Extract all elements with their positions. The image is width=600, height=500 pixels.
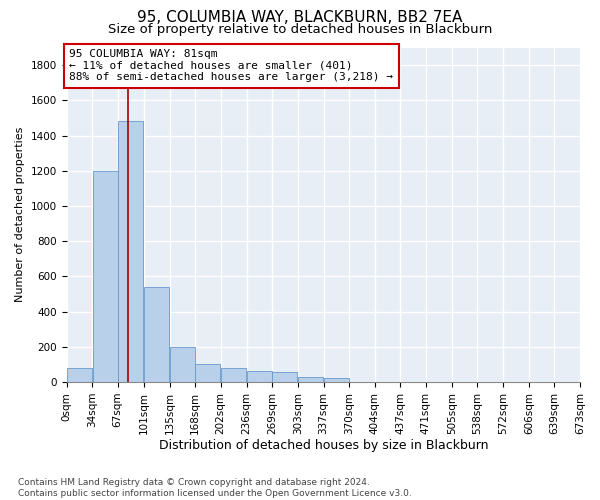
- Text: Contains HM Land Registry data © Crown copyright and database right 2024.
Contai: Contains HM Land Registry data © Crown c…: [18, 478, 412, 498]
- Bar: [170, 347, 195, 382]
- Bar: [93, 171, 118, 382]
- Bar: [324, 378, 349, 382]
- Text: 95 COLUMBIA WAY: 81sqm
← 11% of detached houses are smaller (401)
88% of semi-de: 95 COLUMBIA WAY: 81sqm ← 11% of detached…: [69, 49, 393, 82]
- X-axis label: Distribution of detached houses by size in Blackburn: Distribution of detached houses by size …: [158, 440, 488, 452]
- Y-axis label: Number of detached properties: Number of detached properties: [15, 127, 25, 302]
- Bar: [144, 287, 169, 382]
- Bar: [298, 377, 323, 382]
- Bar: [247, 370, 272, 382]
- Bar: [67, 368, 92, 382]
- Bar: [118, 122, 143, 382]
- Bar: [195, 364, 220, 382]
- Text: Size of property relative to detached houses in Blackburn: Size of property relative to detached ho…: [108, 22, 492, 36]
- Bar: [272, 372, 298, 382]
- Text: 95, COLUMBIA WAY, BLACKBURN, BB2 7EA: 95, COLUMBIA WAY, BLACKBURN, BB2 7EA: [137, 10, 463, 25]
- Bar: [221, 368, 246, 382]
